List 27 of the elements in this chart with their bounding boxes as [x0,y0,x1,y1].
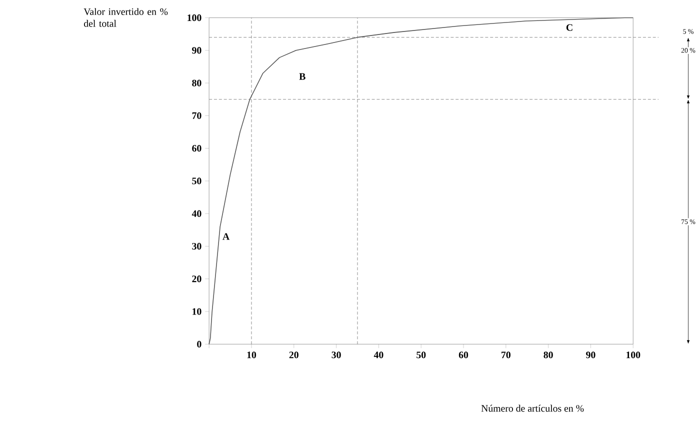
x-tick-label: 40 [374,352,384,358]
annotation: B [299,73,306,80]
y-tick-label: 20 [192,276,202,282]
annotation: C [566,24,572,31]
x-tick-label: 100 [626,352,640,358]
x-tick-label: 70 [502,352,510,358]
x-tick-label: 60 [458,352,468,358]
x-tick-label: 90 [586,352,596,358]
x-tick-label: 30 [332,352,341,358]
x-axis-title: Número de artículos en % [481,404,584,412]
y-tick-label: 40 [192,210,202,217]
y-tick-label: 90 [192,47,202,54]
x-tick-label: 80 [544,352,553,358]
y-tick-label: 0 [197,340,202,348]
y-tick-label: 100 [188,14,202,22]
y-axis-title: Valor invertido en % del total [84,8,168,27]
y-tick-label: 80 [192,80,202,86]
x-tick-label: 50 [416,352,426,358]
x-tick-label: 10 [247,352,256,358]
y-tick-label: 10 [192,308,202,315]
y-tick-label: 70 [192,112,202,120]
y-tick-label: 50 [192,178,202,184]
y-tick-label: 30 [192,242,202,250]
y-tick-label: 60 [192,145,202,152]
line-series [208,17,634,345]
x-tick-label: 20 [289,352,298,358]
annotation: A [222,233,230,240]
